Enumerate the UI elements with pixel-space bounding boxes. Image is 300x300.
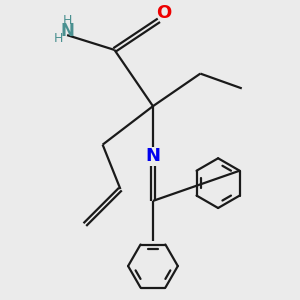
Text: N: N <box>146 148 160 166</box>
Text: N: N <box>60 22 74 40</box>
Text: H: H <box>62 14 72 27</box>
Text: O: O <box>156 4 171 22</box>
Text: H: H <box>53 32 63 45</box>
